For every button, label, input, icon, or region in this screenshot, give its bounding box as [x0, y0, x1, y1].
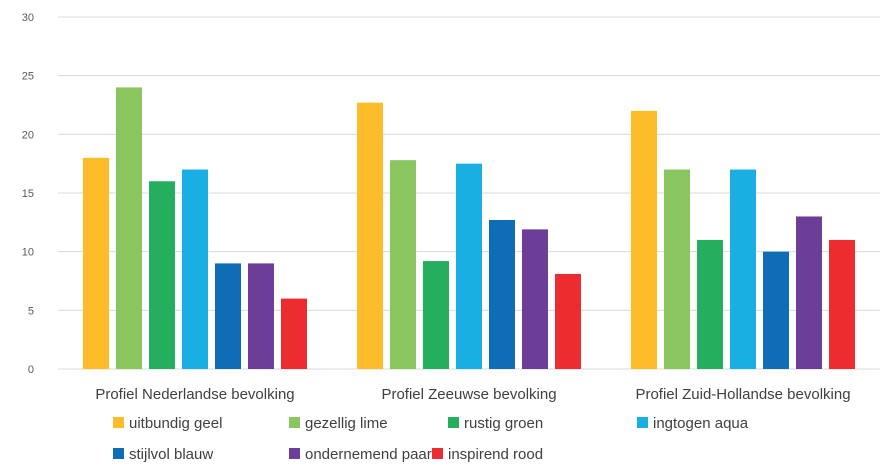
bar	[664, 169, 690, 369]
y-tick-label: 10	[22, 247, 34, 259]
bar	[215, 263, 241, 369]
bar	[357, 102, 383, 370]
bar	[631, 110, 657, 369]
legend-label: uitbundig geel	[129, 415, 222, 432]
category-labels: Profiel Nederlandse bevolking Profiel Zee…	[95, 386, 850, 403]
bar	[116, 87, 142, 370]
bar	[555, 273, 581, 369]
bar	[423, 261, 449, 369]
bar	[149, 181, 175, 369]
bar	[730, 169, 756, 369]
legend-swatch	[113, 417, 124, 428]
y-tick-label: 5	[28, 305, 34, 317]
bar	[83, 157, 109, 369]
legend-swatch	[448, 417, 459, 428]
legend-swatch	[432, 448, 443, 459]
legend-label: stijlvol blauw	[129, 446, 213, 463]
y-tick-label: 20	[22, 129, 34, 141]
bar	[456, 163, 482, 369]
bar	[390, 160, 416, 369]
bar	[182, 169, 208, 369]
y-tick-label: 25	[22, 71, 34, 83]
y-axis-ticks: 0 5 10 15 20 25 30	[22, 12, 34, 376]
legend-label: ingtogen aqua	[653, 415, 749, 432]
legend-swatch	[289, 448, 300, 459]
legend: uitbundig geel gezellig lime rustig groen i…	[113, 415, 749, 463]
category-label: Profiel Nederlandse bevolking	[95, 386, 294, 403]
legend-swatch	[289, 417, 300, 428]
bar	[763, 251, 789, 369]
y-tick-label: 15	[22, 188, 34, 200]
legend-label: ondernemend paars	[305, 446, 439, 463]
bar	[248, 263, 274, 369]
legend-swatch	[637, 417, 648, 428]
legend-label: gezellig lime	[305, 415, 388, 432]
bar	[697, 239, 723, 369]
legend-swatch	[113, 448, 124, 459]
legend-label: rustig groen	[464, 415, 543, 432]
category-label: Profiel Zeeuwse bevolking	[381, 386, 556, 403]
bars	[83, 87, 855, 370]
y-tick-label: 0	[28, 364, 34, 376]
bar	[281, 298, 307, 369]
bar	[829, 239, 855, 369]
bar	[796, 216, 822, 369]
y-tick-label: 30	[22, 12, 34, 24]
bar	[522, 229, 548, 369]
bar	[489, 219, 515, 369]
category-label: Profiel Zuid-Hollandse bevolking	[635, 386, 850, 403]
legend-label: inspirend rood	[448, 446, 543, 463]
